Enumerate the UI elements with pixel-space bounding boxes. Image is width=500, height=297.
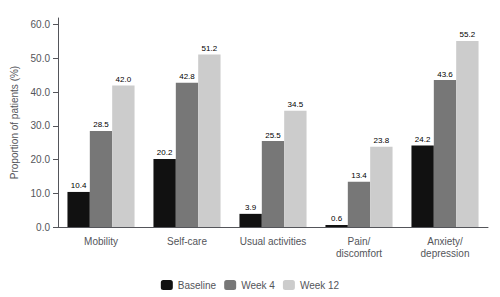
svg-text:55.2: 55.2 [460,30,476,39]
svg-text:Proportion of patients (%): Proportion of patients (%) [9,66,20,179]
svg-text:20.0: 20.0 [31,154,51,165]
svg-text:25.5: 25.5 [265,131,281,140]
svg-text:Self-care: Self-care [167,236,207,247]
svg-text:Anxiety/: Anxiety/ [427,236,463,247]
svg-text:10.4: 10.4 [71,181,87,190]
svg-text:42.0: 42.0 [116,75,132,84]
svg-text:23.8: 23.8 [374,136,390,145]
svg-text:24.2: 24.2 [415,135,431,144]
svg-text:Week 4: Week 4 [241,280,275,291]
svg-text:Usual activities: Usual activities [240,236,307,247]
svg-text:discomfort: discomfort [336,248,382,259]
svg-text:30.0: 30.0 [31,120,51,131]
svg-text:50.0: 50.0 [31,53,51,64]
svg-text:Week 12: Week 12 [300,280,340,291]
svg-text:3.9: 3.9 [245,203,257,212]
svg-text:10.0: 10.0 [31,188,51,199]
svg-text:Pain/: Pain/ [348,236,371,247]
svg-text:0.6: 0.6 [331,214,343,223]
svg-text:51.2: 51.2 [202,44,218,53]
svg-text:40.0: 40.0 [31,87,51,98]
svg-text:0.0: 0.0 [36,222,50,233]
svg-text:42.8: 42.8 [179,72,195,81]
svg-text:43.6: 43.6 [437,70,453,79]
svg-text:34.5: 34.5 [288,100,304,109]
svg-text:20.2: 20.2 [157,148,173,157]
svg-text:28.5: 28.5 [93,120,109,129]
svg-text:Baseline: Baseline [178,280,217,291]
svg-text:depression: depression [421,248,470,259]
svg-text:60.0: 60.0 [31,19,51,30]
svg-text:13.4: 13.4 [351,171,367,180]
svg-text:Mobility: Mobility [84,236,118,247]
